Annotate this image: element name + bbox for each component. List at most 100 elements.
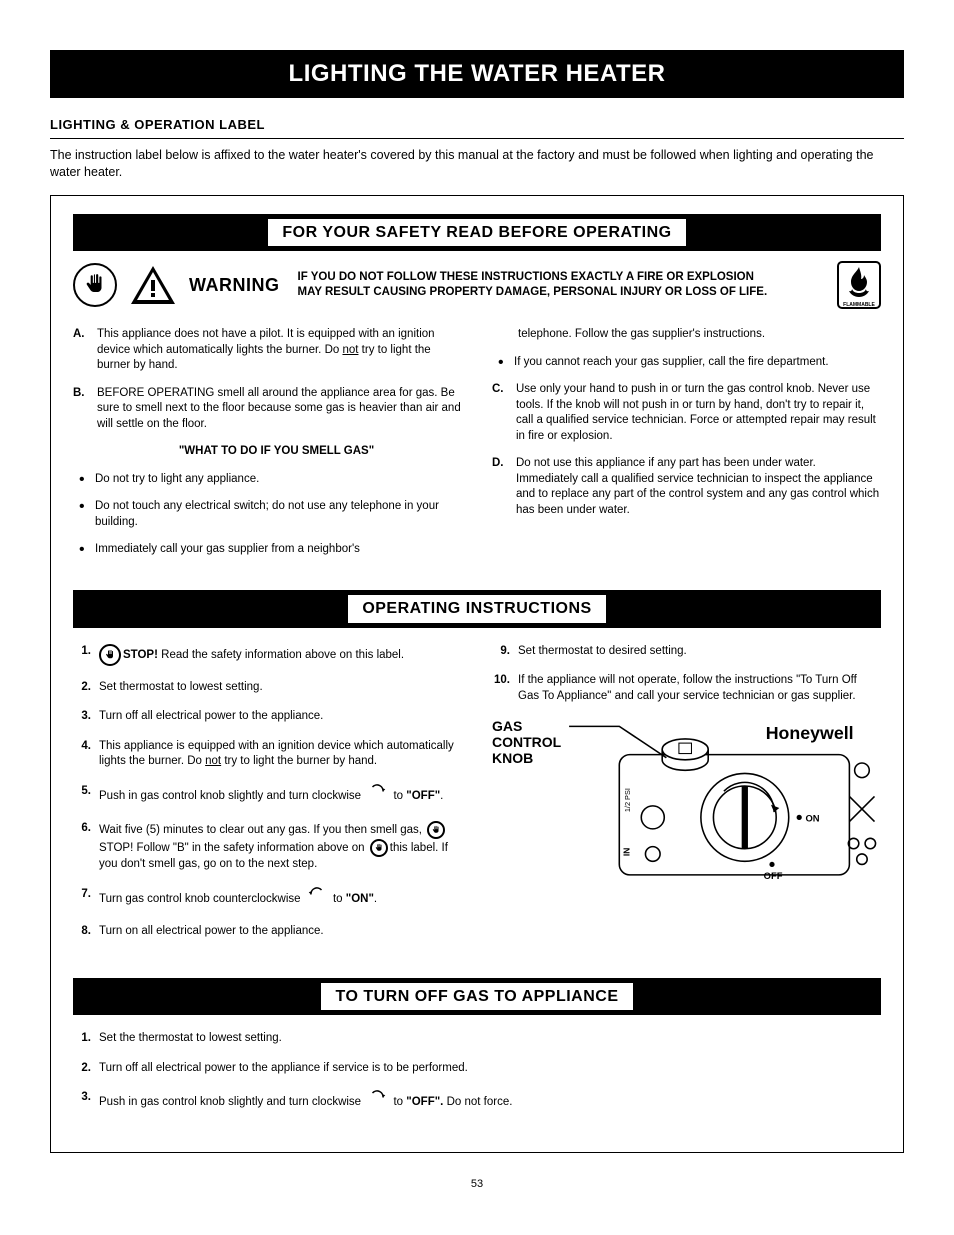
svg-text:1/2 PSI: 1/2 PSI <box>623 788 632 812</box>
step-3: 3. Turn off all electrical power to the a… <box>73 709 462 725</box>
bullet-2: Do not touch any electrical switch; do n… <box>95 499 462 530</box>
divider <box>50 138 904 139</box>
turnoff-step-1: 1. Set the thermostat to lowest setting. <box>73 1031 881 1047</box>
knob-label: GAS CONTROL KNOB <box>492 718 561 766</box>
c-text: Use only your hand to push in or turn th… <box>516 382 881 444</box>
s10-text: If the appliance will not operate, follo… <box>518 673 881 704</box>
n4: 4. <box>73 739 91 755</box>
turnoff-header-bar: TO TURN OFF GAS TO APPLIANCE <box>73 978 881 1016</box>
intro-paragraph: The instruction label below is affixed t… <box>50 147 904 181</box>
safety-item-c: C. Use only your hand to push in or turn… <box>492 382 881 444</box>
tn3: 3. <box>73 1090 91 1106</box>
flammable-icon: FLAMMABLE <box>837 261 881 309</box>
s6-mid: STOP! Follow "B" in the safety informati… <box>99 842 368 854</box>
s5-post: to <box>390 789 406 801</box>
s7-pre: Turn gas control knob counterclockwise <box>99 892 304 904</box>
bullet-3-continuation: telephone. Follow the gas supplier's ins… <box>492 327 881 343</box>
s4-post: try to light the burner by hand. <box>221 755 377 767</box>
n10: 10. <box>492 673 510 689</box>
stop-hand-icon <box>73 263 117 307</box>
instruction-label-box: FOR YOUR SAFETY READ BEFORE OPERATING WA… <box>50 195 904 1153</box>
t1-text: Set the thermostat to lowest setting. <box>99 1031 881 1047</box>
page-title-bar: LIGHTING THE WATER HEATER <box>50 50 904 98</box>
step-10: 10. If the appliance will not operate, fo… <box>492 673 881 704</box>
s1-text: Read the safety information above on thi… <box>158 649 404 661</box>
n3: 3. <box>73 709 91 725</box>
safety-columns: A. This appliance does not have a pilot.… <box>73 327 881 570</box>
s3-text: Turn off all electrical power to the app… <box>99 709 462 725</box>
step-7: 7. Turn gas control knob counterclockwise… <box>73 887 462 911</box>
a-not: not <box>342 344 358 356</box>
svg-text:ON: ON <box>806 813 820 824</box>
n7: 7. <box>73 887 91 903</box>
s2-text: Set thermostat to lowest setting. <box>99 680 462 696</box>
bullet-1: Do not try to light any appliance. <box>95 472 462 488</box>
smell-gas-heading: "WHAT TO DO IF YOU SMELL GAS" <box>91 444 462 460</box>
label-c: C. <box>492 382 510 444</box>
svg-text:FLAMMABLE: FLAMMABLE <box>843 302 875 308</box>
step-9: 9. Set thermostat to desired setting. <box>492 644 881 660</box>
section-heading: LIGHTING & OPERATION LABEL <box>50 116 904 134</box>
page-number: 53 <box>50 1177 904 1192</box>
tn1: 1. <box>73 1031 91 1047</box>
operating-header-text: OPERATING INSTRUCTIONS <box>347 594 606 624</box>
stop-hand-icon <box>427 821 445 839</box>
label-b: B. <box>73 386 91 433</box>
step-2: 2. Set thermostat to lowest setting. <box>73 680 462 696</box>
s5-end: . <box>440 789 443 801</box>
turnoff-step-3: 3.Push in gas control knob slightly and … <box>73 1090 881 1114</box>
svg-text:Honeywell: Honeywell <box>766 723 854 743</box>
n2: 2. <box>73 680 91 696</box>
clockwise-arrow-icon <box>368 1090 386 1114</box>
n1: 1. <box>73 644 91 660</box>
clockwise-arrow-icon <box>368 784 386 808</box>
s7-on: "ON" <box>346 892 374 904</box>
knob-l3: KNOB <box>492 750 533 766</box>
knob-l2: CONTROL <box>492 734 561 750</box>
operating-columns: 1.STOP! Read the safety information abov… <box>73 644 881 954</box>
n5: 5. <box>73 784 91 800</box>
n8: 8. <box>73 924 91 940</box>
t2-text: Turn off all electrical power to the app… <box>99 1061 881 1077</box>
s7-end: . <box>374 892 377 904</box>
n9: 9. <box>492 644 510 660</box>
label-d: D. <box>492 456 510 518</box>
step-5: 5. Push in gas control knob slightly and … <box>73 784 462 808</box>
step-1: 1.STOP! Read the safety information abov… <box>73 644 462 666</box>
operating-col-right: 9. Set thermostat to desired setting. 10.… <box>492 644 881 954</box>
s5-pre: Push in gas control knob slightly and tu… <box>99 789 364 801</box>
operating-col-left: 1.STOP! Read the safety information abov… <box>73 644 462 954</box>
s5-off: "OFF" <box>406 789 440 801</box>
label-a: A. <box>73 327 91 374</box>
b-text: BEFORE OPERATING smell all around the ap… <box>97 386 462 433</box>
step-6: 6.Wait five (5) minutes to clear out any… <box>73 821 462 873</box>
s9-text: Set thermostat to desired setting. <box>518 644 881 660</box>
counterclockwise-arrow-icon <box>308 887 326 911</box>
turnoff-header-text: TO TURN OFF GAS TO APPLIANCE <box>320 982 633 1012</box>
tn2: 2. <box>73 1061 91 1077</box>
safety-item-a: A. This appliance does not have a pilot.… <box>73 327 462 374</box>
bullet-3: Immediately call your gas supplier from … <box>95 542 462 558</box>
t3-off: "OFF". <box>406 1096 443 1108</box>
gas-control-knob-diagram: GAS CONTROL KNOB Honeywell <box>492 718 881 890</box>
s8-text: Turn on all electrical power to the appl… <box>99 924 462 940</box>
svg-text:IN: IN <box>622 848 632 856</box>
safety-col-right: telephone. Follow the gas supplier's ins… <box>492 327 881 570</box>
bullet-4: If you cannot reach your gas supplier, c… <box>514 355 881 371</box>
step-8: 8. Turn on all electrical power to the ap… <box>73 924 462 940</box>
d-text: Do not use this appliance if any part ha… <box>516 456 881 518</box>
warning-triangle-icon <box>131 266 175 304</box>
warning-line-1: IF YOU DO NOT FOLLOW THESE INSTRUCTIONS … <box>298 271 754 283</box>
s7-post: to <box>330 892 346 904</box>
warning-line-2: MAY RESULT CAUSING PROPERTY DAMAGE, PERS… <box>298 286 768 298</box>
stop-hand-icon <box>99 644 121 666</box>
knob-l1: GAS <box>492 718 522 734</box>
knob-diagram-icon: Honeywell <box>567 718 881 885</box>
turnoff-step-2: 2. Turn off all electrical power to the a… <box>73 1061 881 1077</box>
warning-word: WARNING <box>189 273 280 297</box>
safety-col-left: A. This appliance does not have a pilot.… <box>73 327 462 570</box>
safety-header-text: FOR YOUR SAFETY READ BEFORE OPERATING <box>267 218 686 248</box>
step-4: 4.This appliance is equipped with an ign… <box>73 739 462 770</box>
safety-item-b: B. BEFORE OPERATING smell all around the… <box>73 386 462 433</box>
stop-hand-icon <box>370 839 388 857</box>
